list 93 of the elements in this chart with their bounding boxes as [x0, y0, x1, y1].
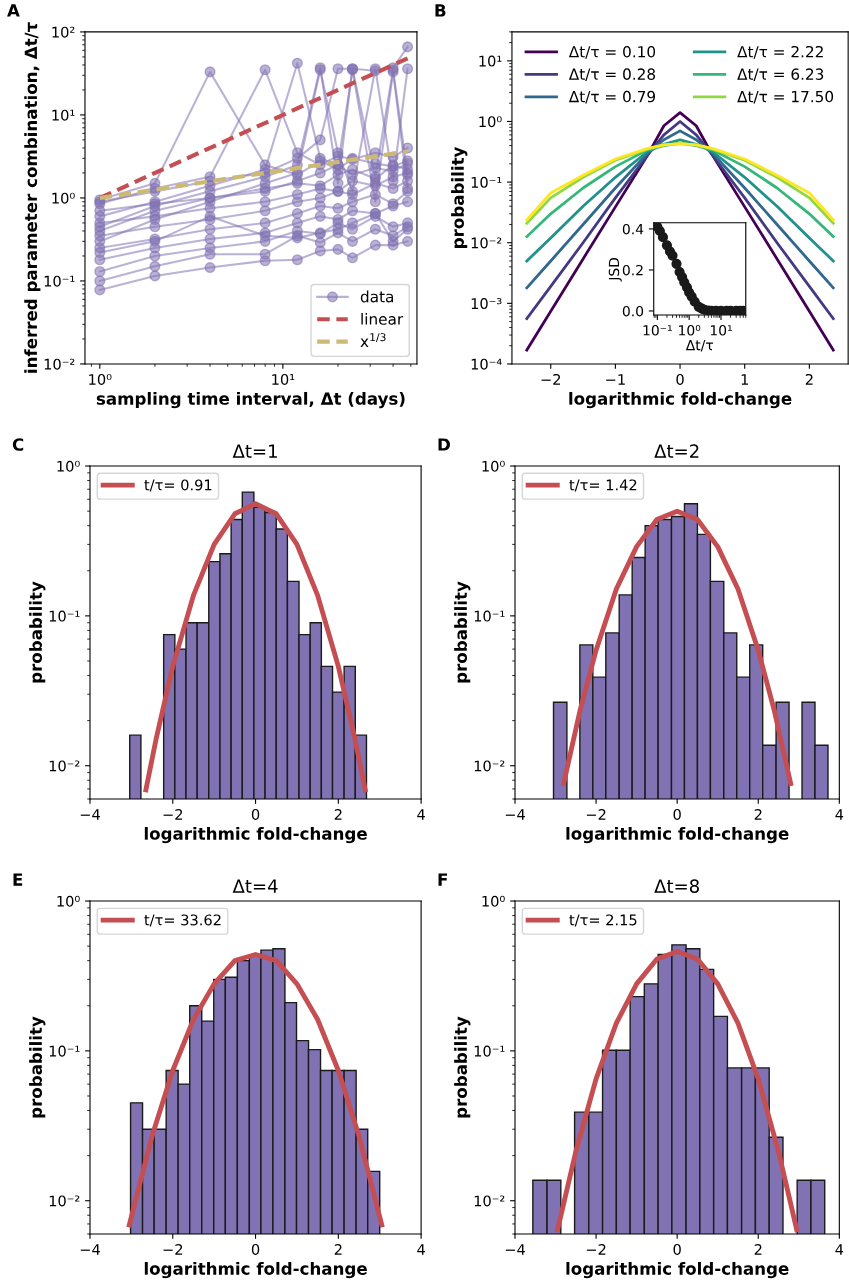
legend-label: linear: [361, 313, 404, 325]
x-axis-title: logarithmic fold-change: [569, 391, 792, 409]
x-tick-label: 2: [805, 373, 813, 385]
x-axis-title: logarithmic fold-change: [144, 1261, 367, 1279]
y-tick-label: 10⁻¹: [49, 1045, 80, 1057]
chart-title: Δt=4: [232, 879, 278, 893]
x-tick-label: −2: [541, 373, 561, 385]
x-tick-label: 0: [673, 808, 681, 820]
y-tick-label: 10⁻¹: [471, 176, 502, 188]
legend-label: Δt/τ = 0.10: [568, 45, 656, 59]
chart-title: Δt=8: [654, 879, 699, 893]
text: A: [7, 4, 20, 17]
x-tick-label: 2: [334, 1243, 342, 1255]
y-tick-label: 10⁻¹: [49, 610, 80, 622]
x-tick-label: 0: [676, 373, 684, 385]
x-tick-label: 0: [251, 808, 260, 820]
y-tick-label: 10⁰: [57, 895, 80, 907]
legend-label: Δt/τ = 0.28: [568, 68, 656, 82]
y-tick-label: 10⁻⁴: [471, 358, 502, 370]
y-tick-label: 10⁻³: [471, 298, 502, 310]
y-tick-label: 10⁻¹: [44, 275, 75, 287]
legend-label: Δt/τ = 6.23: [737, 68, 824, 82]
y-tick-label: 10⁰: [482, 895, 505, 907]
y-axis-title: inferred parameter combination, Δt/τ: [24, 22, 41, 373]
legend-label: Δt/τ = 0.79: [568, 90, 656, 104]
y-tick-label: 10⁻²: [474, 1195, 505, 1207]
text: E: [13, 873, 23, 886]
text: D: [438, 438, 450, 451]
y-tick-label: 10⁰: [479, 116, 502, 128]
y-tick-label: 10²: [52, 26, 75, 38]
x-tick-label: 0: [673, 1243, 681, 1255]
text: C: [12, 438, 24, 451]
x-axis-title: logarithmic fold-change: [566, 1261, 789, 1279]
y-axis-title: probability: [451, 146, 468, 248]
text: B: [435, 4, 446, 17]
y-tick-label: 0.2: [622, 264, 643, 276]
y-tick-label: 10⁰: [52, 192, 75, 204]
y-axis-title: probability: [29, 581, 46, 683]
y-tick-label: 10¹: [52, 109, 75, 121]
y-tick-label: 10⁰: [57, 460, 80, 472]
y-tick-label: 0.0: [622, 305, 644, 317]
x-tick-label: 2: [754, 808, 762, 820]
x-tick-label: −2: [163, 1243, 183, 1255]
legend-label: Δt/τ = 17.50: [737, 90, 834, 104]
y-axis-title: JSD: [608, 257, 622, 282]
legend-label: x$^{1/3}$: [360, 333, 386, 347]
legend-label: Δt/τ = 2.22: [737, 45, 823, 59]
x-axis-title: Δt/τ: [685, 340, 714, 352]
y-tick-label: 0.4: [622, 223, 644, 235]
x-tick-label: 10⁰: [679, 325, 701, 336]
legend-label: data: [360, 290, 393, 303]
x-tick-label: −2: [586, 1243, 606, 1255]
x-axis-title: sampling time interval, Δt (days): [96, 391, 405, 409]
x-tick-label: 4: [417, 1244, 425, 1255]
x-tick-label: −4: [505, 1244, 525, 1255]
x-tick-label: 1: [741, 374, 748, 385]
y-axis-title: probability: [454, 1016, 471, 1118]
x-tick-label: −2: [586, 808, 606, 820]
y-tick-label: 10⁰: [482, 460, 505, 472]
legend-label: t/τ= 2.15: [569, 914, 637, 927]
x-tick-label: 0: [251, 1243, 260, 1255]
chart-title: Δt=1: [232, 444, 277, 458]
y-tick-label: 10¹: [479, 55, 502, 67]
x-tick-label: 10¹: [710, 325, 732, 336]
y-axis-title: probability: [29, 1016, 46, 1118]
x-tick-label: 10⁻¹: [643, 325, 672, 336]
x-tick-label: −4: [505, 809, 525, 820]
x-tick-label: 10⁰: [89, 373, 112, 385]
y-tick-label: 10⁻²: [474, 760, 505, 772]
y-axis-title: probability: [454, 581, 471, 683]
x-tick-label: −2: [163, 808, 183, 820]
text: F: [438, 873, 447, 886]
legend-label: t/τ= 1.42: [569, 479, 637, 492]
x-axis-title: logarithmic fold-change: [566, 826, 789, 844]
legend-label: t/τ= 0.91: [144, 479, 212, 492]
x-axis-title: logarithmic fold-change: [144, 826, 367, 844]
x-tick-label: 4: [835, 809, 844, 820]
y-tick-label: 10⁻²: [49, 760, 80, 772]
x-tick-label: 2: [334, 808, 342, 820]
x-tick-label: 10¹: [272, 373, 295, 385]
x-tick-label: 2: [754, 1243, 762, 1255]
chart-title: Δt=2: [654, 444, 699, 458]
y-tick-label: 10⁻²: [471, 237, 502, 249]
y-tick-label: 10⁻¹: [474, 610, 505, 622]
x-tick-label: 4: [417, 809, 425, 820]
x-tick-label: −1: [606, 374, 625, 385]
x-tick-label: 4: [835, 1244, 844, 1255]
legend-label: t/τ= 33.62: [144, 914, 221, 927]
x-tick-label: −4: [80, 809, 100, 820]
y-tick-label: 10⁻¹: [474, 1045, 505, 1057]
y-tick-label: 10⁻²: [44, 358, 75, 370]
x-tick-label: −4: [80, 1244, 100, 1255]
y-tick-label: 10⁻²: [49, 1195, 80, 1207]
